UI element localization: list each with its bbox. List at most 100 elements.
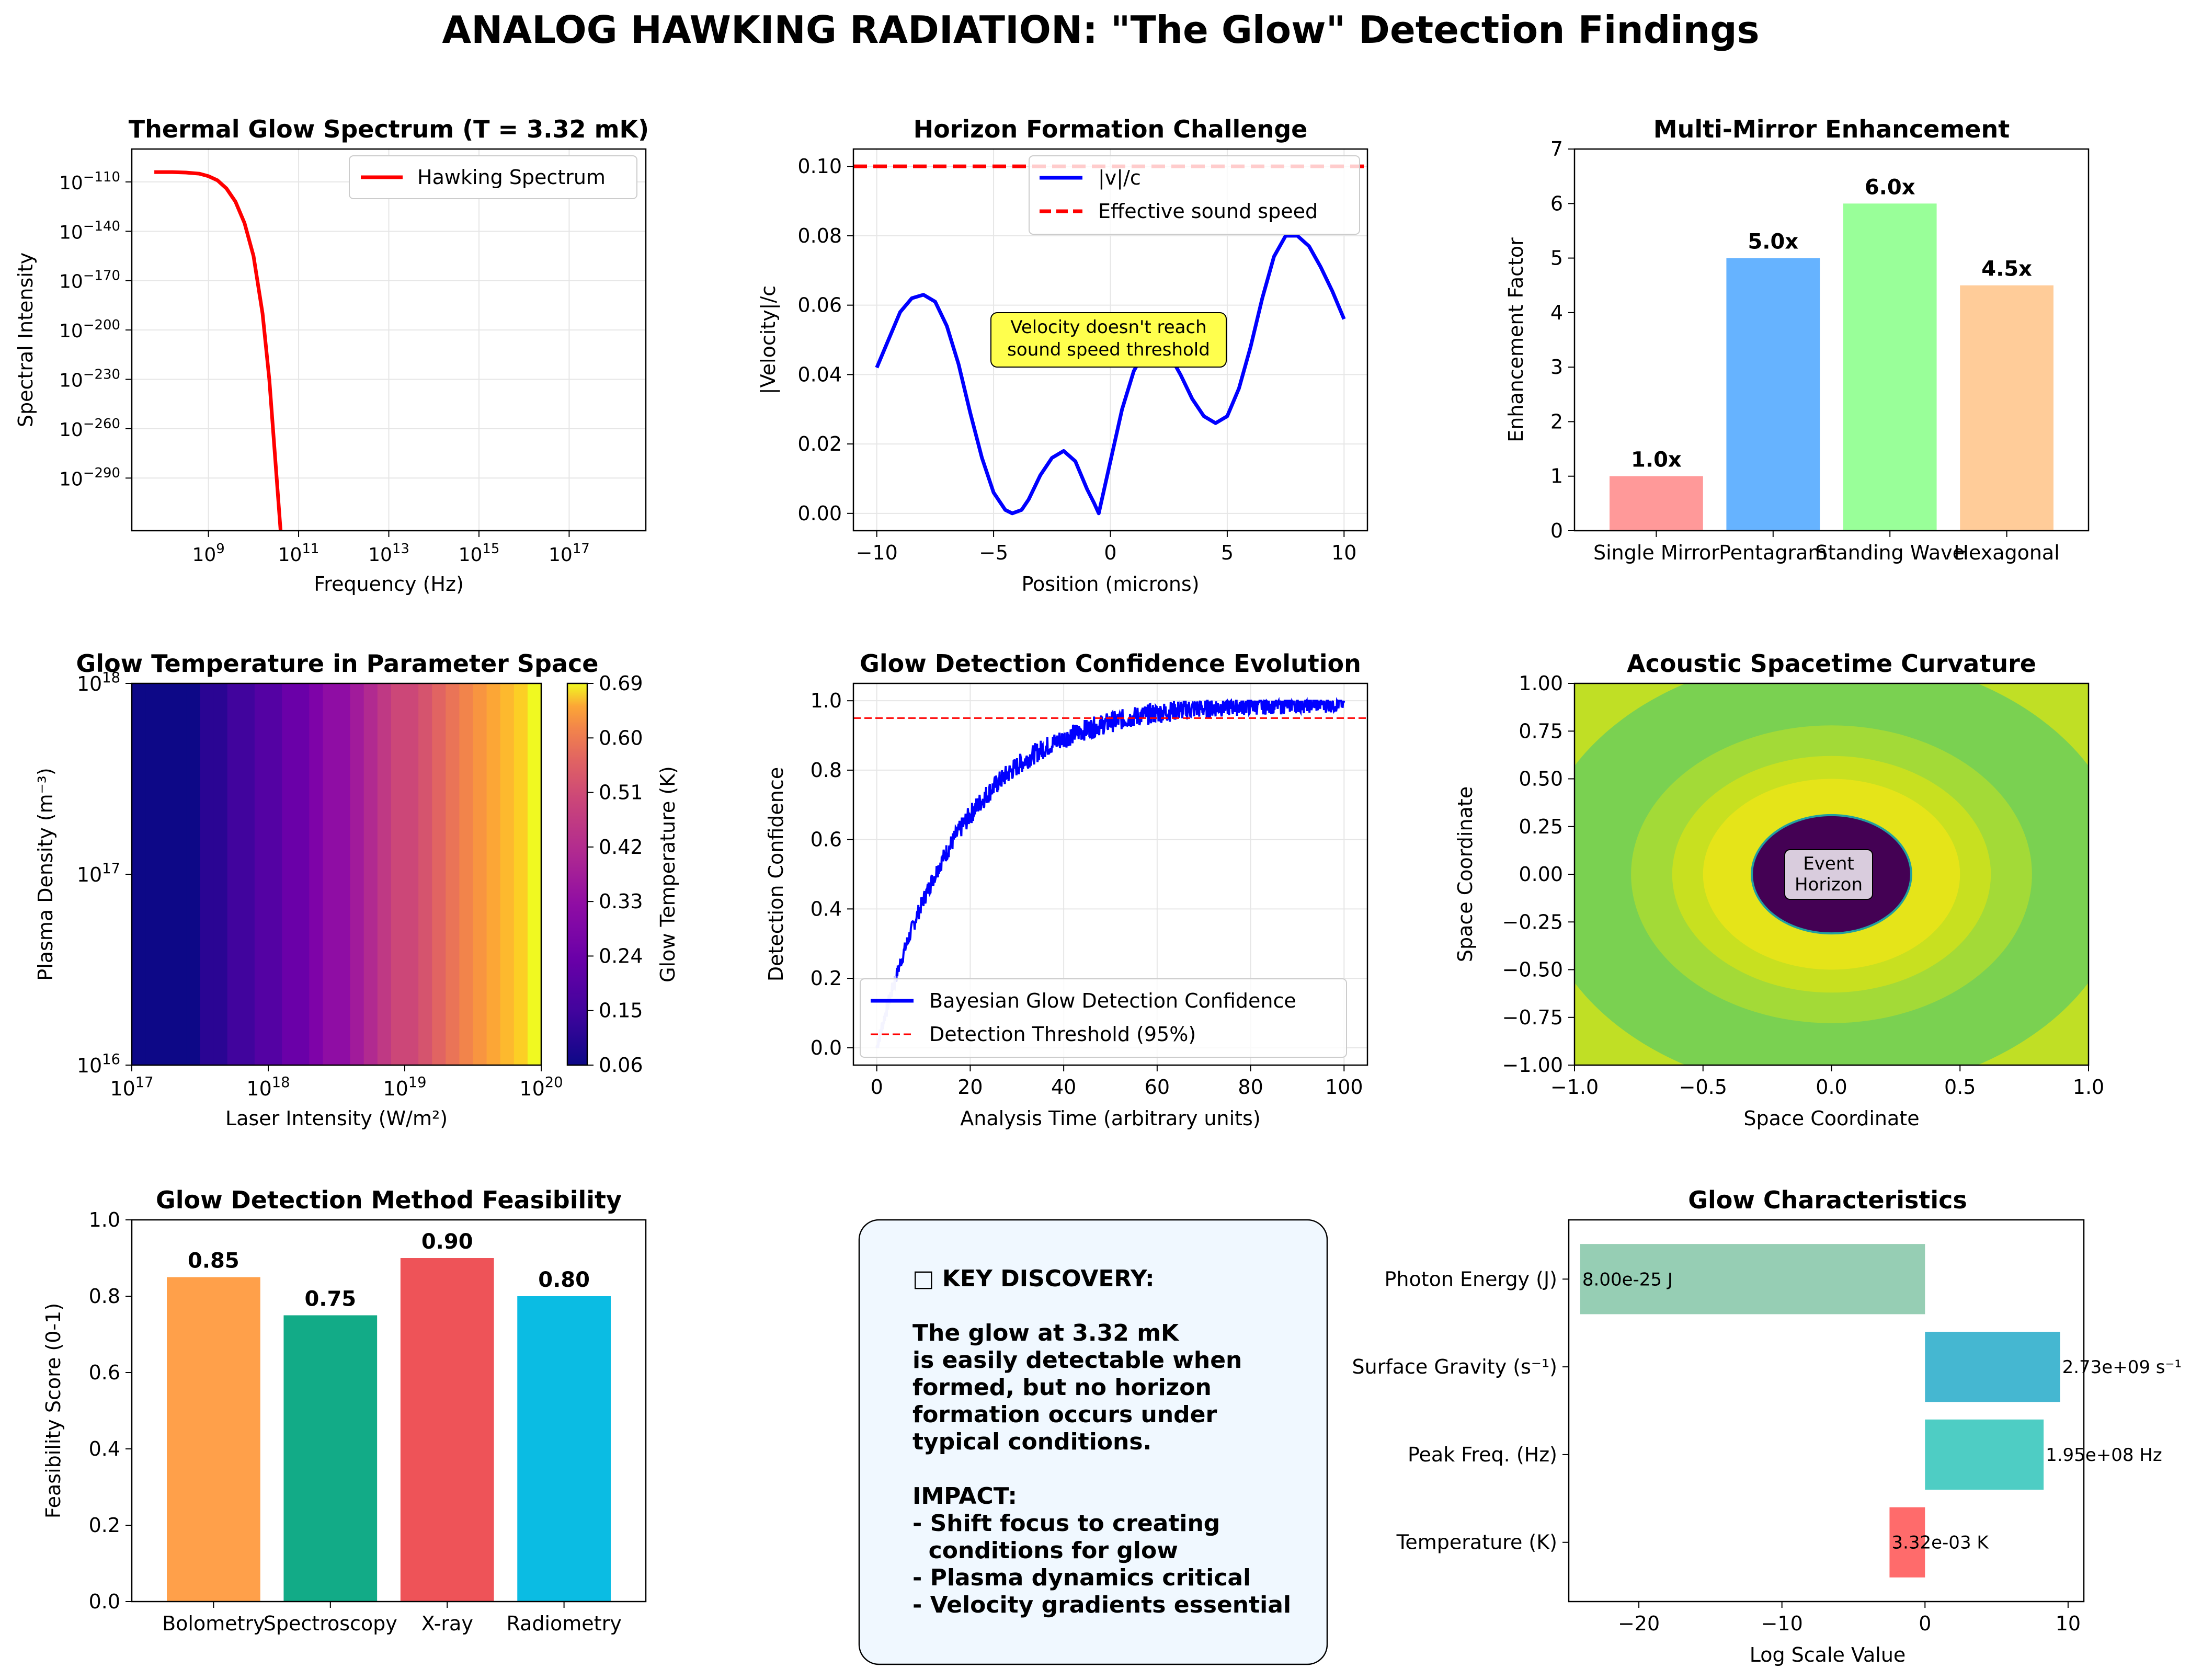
- x-tick-label: 1017: [549, 541, 590, 566]
- x-tick-label: 60: [1145, 1076, 1170, 1099]
- axes-frame: [852, 148, 1368, 532]
- y-tick-label: 0.25: [1519, 815, 1563, 838]
- x-tick-label: 0.5: [1944, 1076, 1976, 1099]
- heatmap-cell: [145, 683, 160, 1065]
- colorbar-tick-label: 0.60: [599, 726, 643, 749]
- heatmap-cell: [213, 683, 228, 1065]
- heatmap-cell: [227, 683, 242, 1065]
- annotation-box: [1784, 849, 1873, 900]
- colorbar-tick-label: 0.24: [599, 944, 643, 967]
- bar-value-label: 5.0x: [1748, 230, 1798, 254]
- x-tick-label: 10: [2056, 1612, 2081, 1635]
- y-tick-label: −1.00: [1502, 1054, 1563, 1077]
- chart-title: Glow Detection Confidence Evolution: [860, 649, 1361, 678]
- legend-box: [1029, 155, 1360, 235]
- x-axis-label: Position (microns): [1021, 573, 1199, 596]
- confidence-chart: 0 20 40 60 80 100 0.0 0.2 0.4 0.6 0.8 1.0 Glow Detec…: [765, 649, 1368, 1130]
- axes-frame: [1573, 148, 2090, 532]
- y-tick-label: 10−290: [59, 465, 120, 490]
- bar-x-ray: [400, 1258, 494, 1602]
- bar-standing-wave: [1843, 203, 1937, 531]
- y-tick-label: 0.08: [797, 224, 842, 247]
- y-tick-label: 0.8: [811, 759, 842, 782]
- heatmap-cell: [268, 683, 283, 1065]
- discovery-line: typical conditions.: [912, 1428, 1151, 1455]
- colorbar-label: Glow Temperature (K): [656, 766, 679, 982]
- y-tick-label: 4: [1550, 301, 1563, 324]
- chart-title: Horizon Formation Challenge: [914, 115, 1308, 143]
- y-tick-label: 1.00: [1519, 672, 1563, 695]
- x-axis-label: Laser Intensity (W/m²): [225, 1107, 448, 1130]
- key-discovery-box: □ KEY DISCOVERY: The glow at 3.32 mK is e…: [858, 1219, 1328, 1665]
- heatmap-cell: [173, 683, 187, 1065]
- feasibility-chart: 0.0 0.2 0.4 0.6 0.8 1.0 Bolometry 0.85 Spectrosc…: [42, 1186, 647, 1635]
- bar-value-label: 0.80: [538, 1268, 590, 1292]
- x-axis-label: Analysis Time (arbitrary units): [960, 1107, 1260, 1130]
- y-tick-label: 0.2: [811, 967, 842, 990]
- axes-frame: [131, 148, 647, 532]
- series-line-confidence: [875, 696, 1345, 1048]
- y-tick-label: 0.2: [89, 1514, 120, 1537]
- y-tick-label: 1: [1550, 465, 1563, 488]
- y-tick-label: 0.8: [89, 1285, 120, 1308]
- discovery-line: [912, 1456, 920, 1482]
- y-tick-label: 0.04: [797, 363, 842, 386]
- x-tick-label: Radiometry: [507, 1612, 622, 1635]
- x-tick-label: Standing Wave: [1815, 541, 1965, 564]
- heatmap-cell: [241, 683, 255, 1065]
- heatmap-cell: [132, 683, 146, 1065]
- heatmap-cell: [336, 683, 351, 1065]
- chart-title: Glow Temperature in Parameter Space: [76, 649, 599, 678]
- hbar-1: [1925, 1331, 2060, 1402]
- x-axis-label: Space Coordinate: [1743, 1107, 1919, 1130]
- y-axis-label: Feasibility Score (0-1): [42, 1303, 65, 1518]
- y-tick-label: −0.25: [1502, 910, 1563, 933]
- discovery-line: formation occurs under: [912, 1401, 1217, 1428]
- heatmap-cell: [159, 683, 174, 1065]
- y-tick-label: 0.4: [89, 1437, 120, 1460]
- bar-value-label: 1.95e+08 Hz: [2046, 1445, 2162, 1466]
- colorbar-tick-label: 0.42: [599, 836, 643, 859]
- y-tick-label: 1017: [77, 861, 120, 886]
- y-axis-label: Plasma Density (m⁻³): [34, 768, 57, 980]
- hbar-3: [1889, 1507, 1925, 1578]
- y-tick-label: 2: [1550, 410, 1563, 433]
- legend-label: Bayesian Glow Detection Confidence: [929, 989, 1296, 1012]
- y-tick-label: Photon Energy (J): [1384, 1267, 1557, 1290]
- annotation-text: sound speed threshold: [1007, 339, 1210, 360]
- x-tick-label: −10: [856, 541, 898, 564]
- y-tick-label: 1.0: [89, 1208, 120, 1231]
- bar-value-label: 0.85: [188, 1249, 239, 1273]
- x-axis-label: Frequency (Hz): [314, 573, 464, 596]
- discovery-line: - Shift focus to creating: [912, 1510, 1220, 1537]
- heatmap-cell: [514, 683, 528, 1065]
- discovery-line: formed, but no horizon: [912, 1374, 1212, 1401]
- x-tick-label: 10: [1331, 541, 1356, 564]
- y-tick-label: 10−170: [59, 268, 120, 293]
- discovery-line: - Plasma dynamics critical: [912, 1564, 1251, 1591]
- heatmap-cell: [295, 683, 310, 1065]
- colorbar-tick-label: 0.06: [599, 1054, 643, 1077]
- y-tick-label: 7: [1550, 138, 1563, 161]
- heatmap-cell: [473, 683, 487, 1065]
- y-tick-label: 6: [1550, 192, 1563, 215]
- legend-box: [860, 978, 1347, 1058]
- y-tick-label: 0.00: [797, 502, 842, 525]
- heatmap-cell: [418, 683, 433, 1065]
- heatmap-cell: [459, 683, 474, 1065]
- x-tick-label: −20: [1618, 1612, 1660, 1635]
- legend-label: Effective sound speed: [1098, 200, 1318, 223]
- discovery-line: conditions for glow: [912, 1537, 1178, 1564]
- y-tick-label: 0.00: [1519, 863, 1563, 886]
- discovery-line: IMPACT:: [912, 1483, 1017, 1510]
- bar-value-label: 0.90: [421, 1230, 473, 1254]
- y-axis-label: Detection Confidence: [765, 767, 788, 981]
- legend-label: Detection Threshold (95%): [929, 1023, 1196, 1046]
- heatmap-cell: [186, 683, 201, 1065]
- heatmap-cell: [254, 683, 269, 1065]
- heatmap-cell: [363, 683, 378, 1065]
- x-tick-label: −1.0: [1550, 1076, 1599, 1099]
- series-line-hawking: [154, 170, 283, 531]
- heatmap-cell: [323, 683, 337, 1065]
- chart-title: Glow Characteristics: [1688, 1186, 1967, 1214]
